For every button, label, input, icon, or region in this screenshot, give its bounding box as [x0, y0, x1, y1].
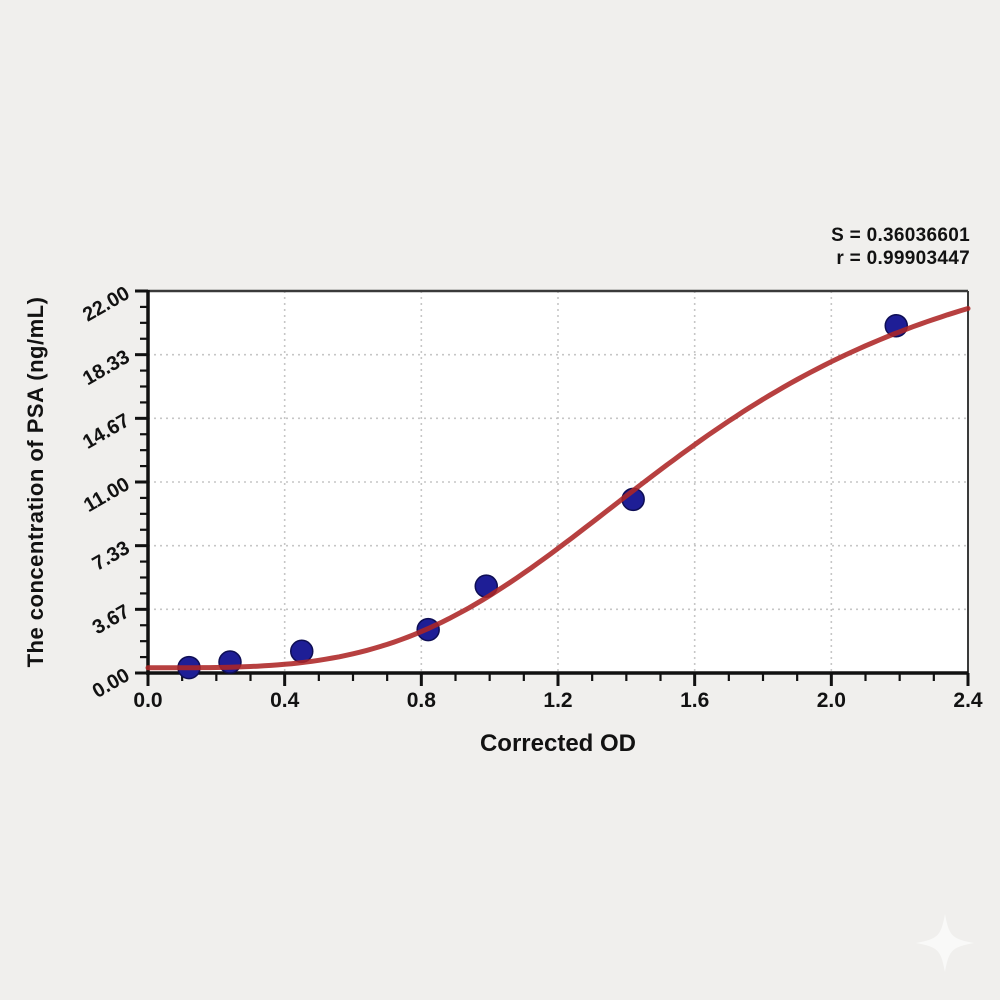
y-tick-label: 22.00	[79, 282, 133, 326]
x-tick-label: 2.0	[817, 689, 846, 712]
x-axis-title: Corrected OD	[479, 730, 637, 757]
x-tick-label: 0.4	[270, 689, 300, 712]
x-tick-label: 1.6	[680, 689, 709, 712]
fit-statistics: S = 0.36036601 r = 0.99903447	[831, 224, 970, 270]
x-tick-label: 1.2	[543, 689, 572, 712]
sparkle-icon	[916, 914, 974, 972]
stat-r-value: r = 0.99903447	[836, 248, 970, 269]
x-tick-label: 2.4	[953, 689, 983, 712]
y-tick-label: 7.33	[89, 537, 134, 576]
y-tick-label: 18.33	[79, 346, 133, 390]
y-tick-label: 3.67	[89, 601, 134, 640]
y-tick-label: 0.00	[89, 664, 134, 703]
x-tick-label: 0.8	[407, 689, 437, 712]
y-tick-label: 14.67	[79, 410, 133, 454]
data-point	[290, 639, 314, 664]
y-tick-label: 11.00	[80, 473, 133, 517]
y-axis-title: The concentration of PSA (ng/mL)	[23, 296, 48, 668]
fitted-curve	[145, 306, 971, 671]
x-tick-label: 0.0	[133, 689, 162, 712]
stat-s-value: S = 0.36036601	[831, 225, 970, 246]
